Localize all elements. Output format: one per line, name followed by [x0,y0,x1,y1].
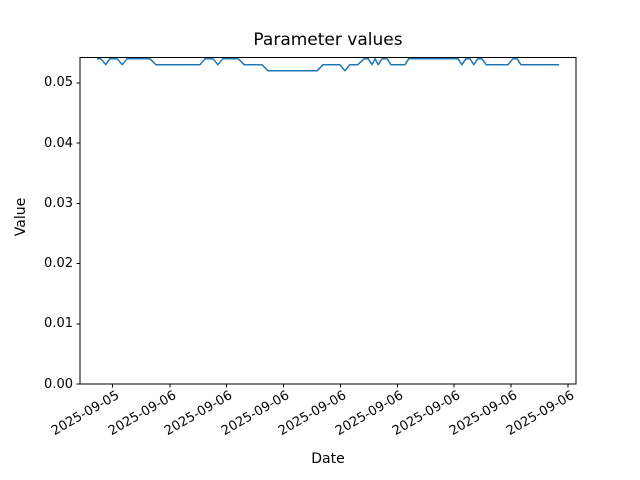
series-line [96,57,560,72]
y-tick-label: 0.04 [44,135,73,151]
axes-frame [79,57,577,385]
y-tick-label: 0.05 [44,75,73,91]
y-tick-label: 0.03 [44,195,73,211]
y-tick-label: 0.00 [44,376,73,392]
chart-title: Parameter values [253,30,403,50]
y-axis-label: Value [13,197,29,237]
x-axis-label: Date [311,451,345,467]
y-tick-label: 0.01 [44,316,73,332]
y-tick-label: 0.02 [44,256,73,272]
